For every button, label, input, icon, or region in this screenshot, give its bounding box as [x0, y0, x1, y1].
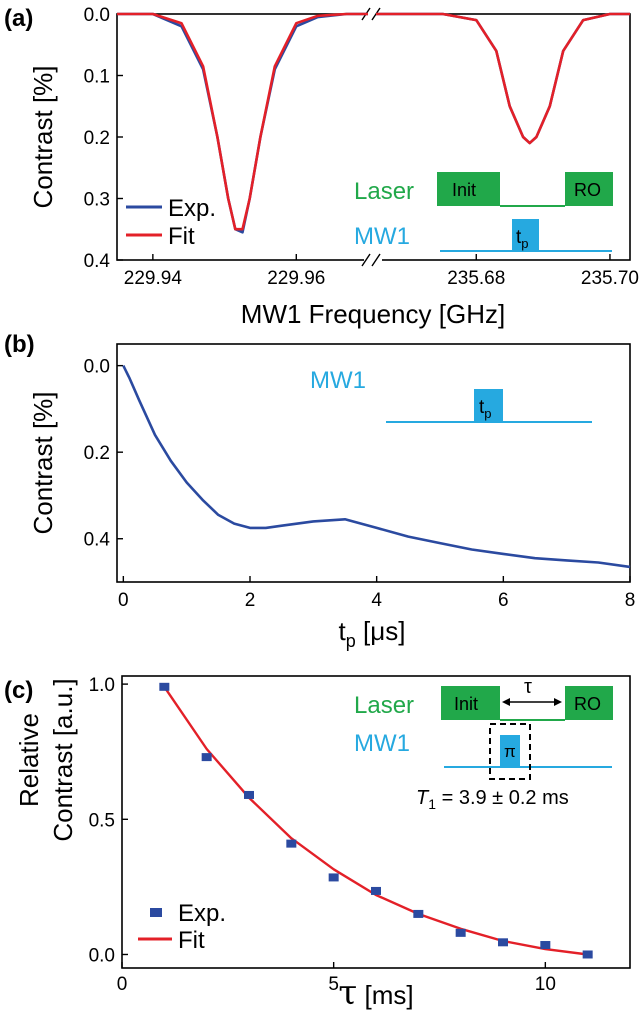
panel-a-label: (a) [4, 5, 33, 32]
mw1-label: MW1 [354, 730, 410, 757]
x-tick-label: 8 [625, 590, 636, 611]
pi-label: π [504, 742, 516, 761]
ro-label: RO [574, 180, 601, 200]
x-tick-label: 10 [535, 974, 556, 995]
exp-data-point [244, 790, 254, 799]
y-tick-label: 0.2 [84, 443, 110, 464]
x-tick-label: 5 [328, 974, 339, 995]
legend-fit-label: Fit [168, 223, 195, 250]
exp-data-point [159, 682, 170, 691]
break-mark [361, 253, 371, 267]
break-mark [371, 253, 381, 267]
panel-b-label: (b) [4, 331, 35, 358]
panel-c-xlabel: τ [ms] [338, 973, 413, 1012]
laser-init-pulse [441, 686, 500, 720]
panel-c: (c) 0.0 0.5 1.0 0 5 10 Relative Contrast [a.… [4, 675, 631, 1012]
y-tick-label: 0.0 [89, 945, 115, 966]
laser-ro-pulse [565, 686, 613, 720]
pulse-label: tp [479, 397, 492, 421]
exp-data-point [413, 909, 424, 918]
pulse-sequence-inset-b: MW1 tp [310, 367, 592, 423]
rabi-curve [122, 365, 631, 569]
exp-data-point [371, 886, 381, 895]
fit-curve [117, 12, 368, 231]
mw1-label: MW1 [354, 223, 410, 250]
legend-fit-label: Fit [178, 927, 205, 954]
exp-data-point [201, 753, 212, 762]
panel-a-ylabel: Contrast [%] [28, 65, 58, 208]
laser-label: Laser [354, 692, 414, 719]
legend-exp-marker [150, 908, 162, 917]
x-tick-label: 235.70 [581, 268, 639, 289]
panel-b-frame [116, 343, 631, 583]
laser-ro-pulse [565, 172, 613, 206]
tau-label: τ [524, 676, 532, 698]
exp-data-point [455, 928, 466, 937]
panel-b-xlabel: tp [μs] [339, 616, 406, 651]
fit-curve [376, 12, 630, 145]
mw1-label: MW1 [310, 367, 366, 394]
panel-c-frame [121, 675, 631, 969]
panel-b: (b) 0.0 0.2 0.4 0 2 4 6 8 Contrast [%] tp [μs]… [4, 331, 635, 651]
mw1-pi-pulse [500, 735, 520, 767]
legend-exp-label: Exp. [168, 195, 216, 222]
fit-curve [163, 686, 588, 956]
x-tick-label: 0 [117, 974, 128, 995]
panel-c-label: (c) [4, 677, 33, 704]
x-tick-label: 2 [245, 590, 256, 611]
mw1-pulse [474, 389, 503, 422]
exp-curve [117, 12, 368, 234]
panel-a: (a) 0.0 0.1 0.2 0.3 0.4 229.94 229.96 235.68 23… [4, 5, 639, 329]
panel-b-ylabel: Contrast [%] [28, 391, 58, 534]
y-tick-label: 0.1 [84, 67, 110, 88]
exp-data-point [540, 941, 551, 950]
pulse-sequence-inset-c: Laser Init RO τ MW1 π T1 = 3.9 ± 0.2 ms [354, 676, 613, 812]
exp-data-point [328, 873, 339, 882]
laser-label: Laser [354, 178, 414, 205]
y-tick-label: 0.4 [84, 251, 111, 272]
ro-label: RO [574, 694, 601, 714]
pulse-sequence-inset-a: Laser Init RO MW1 tp [354, 172, 613, 252]
exp-data-point [286, 839, 297, 848]
x-tick-label: 229.96 [267, 268, 325, 289]
exp-data-point [498, 938, 508, 947]
x-tick-label: 4 [371, 590, 382, 611]
y-tick-label: 0.0 [84, 5, 110, 26]
tau-arrowhead-right [554, 698, 562, 706]
legend-exp-label: Exp. [178, 900, 226, 927]
panel-c-ylabel-line1: Relative [14, 713, 44, 807]
t1-annotation: T1 = 3.9 ± 0.2 ms [416, 787, 569, 812]
x-tick-label: 235.68 [447, 268, 505, 289]
laser-init-pulse [437, 172, 500, 206]
exp-data-point [582, 950, 593, 959]
x-tick-label: 6 [498, 590, 509, 611]
panel-c-ylabel-line2: Contrast [a.u.] [48, 678, 78, 841]
y-tick-label: 0.5 [89, 810, 115, 831]
pulse-label: tp [516, 227, 529, 251]
y-tick-label: 0.3 [84, 190, 110, 211]
init-label: Init [454, 694, 478, 714]
tau-arrowhead-left [502, 698, 510, 706]
x-tick-label: 0 [118, 590, 129, 611]
x-tick-label: 229.94 [124, 268, 183, 289]
y-tick-label: 0.4 [84, 530, 111, 551]
init-label: Init [452, 180, 476, 200]
pi-pulse-dashed-box [489, 723, 531, 780]
y-tick-label: 1.0 [89, 675, 115, 696]
mw1-pulse [512, 219, 539, 251]
panel-a-xlabel: MW1 Frequency [GHz] [241, 299, 505, 329]
y-tick-label: 0.0 [84, 357, 110, 378]
y-tick-label: 0.2 [84, 128, 110, 149]
